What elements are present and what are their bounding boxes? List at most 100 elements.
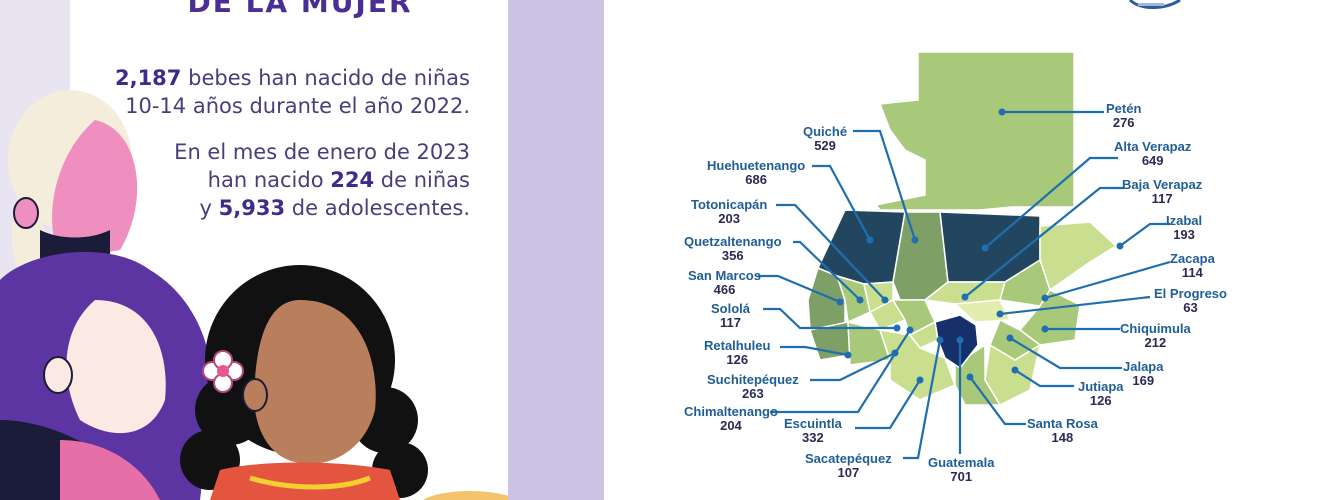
- leader-dot-zacapa: [1041, 294, 1049, 302]
- jan-teens-count: 5,933: [218, 196, 286, 220]
- face-pink: [52, 120, 138, 260]
- leader-dot-quiche: [911, 236, 919, 244]
- label-value-izabal: 193: [1173, 227, 1195, 242]
- leader-dot-chiquimula: [1041, 325, 1049, 333]
- label-value-san-marcos: 466: [713, 282, 736, 297]
- label-name-quiche: Quiché: [803, 124, 848, 139]
- leader-line-baja-verapaz: [964, 186, 1124, 298]
- label-name-san-marcos: San Marcos: [688, 268, 761, 283]
- label-name-solola: Sololá: [711, 301, 751, 316]
- label-value-jalapa: 169: [1132, 373, 1155, 388]
- leader-dot-san-marcos: [836, 298, 844, 306]
- leader-dot-jalapa: [1006, 334, 1014, 342]
- leader-dot-escuintla: [916, 376, 924, 384]
- january-2023-stat: En el mes de enero de 2023 han nacido 22…: [174, 140, 470, 220]
- leader-dot-quetzaltenango: [856, 296, 864, 304]
- label-el-progreso: El Progreso 63: [1154, 287, 1227, 315]
- label-huehuetenango: Huehuetenango 686: [707, 159, 805, 187]
- region-quetzaltenango: [835, 274, 871, 324]
- jan-girls-count: 224: [330, 168, 375, 192]
- leader-line-huehuetenango: [812, 164, 871, 241]
- leader-dot-huehuetenango: [866, 236, 874, 244]
- leader-dot-retalhuleu: [844, 351, 852, 359]
- leader-dot-baja-verapaz: [961, 293, 969, 301]
- leader-dot-alta-verapaz: [981, 244, 989, 252]
- births-count: 2,187: [114, 66, 182, 90]
- region-el-progreso: [953, 299, 1012, 323]
- label-value-huehuetenango: 686: [745, 172, 767, 187]
- label-name-retalhuleu: Retalhuleu: [704, 338, 771, 353]
- label-quetzaltenango: Quetzaltenango 356: [684, 235, 782, 263]
- leader-dot-jutiapa: [1011, 366, 1019, 374]
- leader-line-el-progreso: [999, 295, 1151, 316]
- label-value-el-progreso: 63: [1183, 300, 1198, 315]
- label-name-sacatepequez: Sacatepéquez: [805, 451, 892, 466]
- label-name-quetzaltenango: Quetzaltenango: [684, 234, 782, 249]
- label-name-guatemala: Guatemala: [928, 455, 995, 470]
- label-name-totonicapan: Totonicapán: [691, 197, 768, 212]
- leader-dot-peten: [998, 108, 1006, 116]
- leader-line-quetzaltenango: [793, 240, 861, 301]
- label-sacatepequez: Sacatepéquez 107: [805, 452, 892, 480]
- label-jutiapa: Jutiapa 126: [1078, 380, 1124, 408]
- leader-line-chimaltenango: [770, 329, 911, 414]
- label-name-huehuetenango: Huehuetenango: [707, 158, 806, 173]
- face-light: [66, 300, 166, 434]
- label-name-jalapa: Jalapa: [1123, 359, 1164, 374]
- label-value-santa-rosa: 148: [1051, 430, 1074, 445]
- leader-line-san-marcos: [758, 274, 841, 304]
- label-name-jutiapa: Jutiapa: [1078, 379, 1124, 394]
- leader-dot-santa-rosa: [966, 373, 974, 381]
- leader-line-zacapa: [1044, 260, 1171, 300]
- label-totonicapan: Totonicapán 203: [691, 198, 767, 226]
- label-value-alta-verapaz: 649: [1141, 153, 1164, 168]
- label-izabal: Izabal 193: [1166, 214, 1202, 242]
- leader-dot-solola: [893, 324, 901, 332]
- label-name-zacapa: Zacapa: [1170, 251, 1215, 266]
- label-name-alta-verapaz: Alta Verapaz: [1114, 139, 1192, 154]
- leader-dot-chimaltenango: [906, 326, 914, 334]
- label-value-retalhuleu: 126: [726, 352, 749, 367]
- label-value-chimaltenango: 204: [720, 418, 742, 433]
- label-guatemala: Guatemala 701: [928, 456, 994, 484]
- label-name-peten: Petén: [1106, 101, 1142, 116]
- label-name-baja-verapaz: Baja Verapaz: [1122, 177, 1203, 192]
- births-2022-stat: 2,187 bebes han nacido de niñas 10-14 añ…: [114, 66, 470, 118]
- label-value-solola: 117: [720, 315, 741, 330]
- label-name-chiquimula: Chiquimula: [1120, 321, 1191, 336]
- leader-line-alta-verapaz: [984, 156, 1118, 249]
- label-san-marcos: San Marcos 466: [688, 269, 761, 297]
- label-chiquimula: Chiquimula 212: [1120, 322, 1191, 350]
- label-value-peten: 276: [1112, 115, 1135, 130]
- face-brown: [254, 300, 376, 464]
- leader-line-santa-rosa: [969, 376, 1026, 426]
- label-value-chiquimula: 212: [1144, 335, 1167, 350]
- leader-dot-sacatepequez: [936, 336, 944, 344]
- label-quiche: Quiché 529: [803, 125, 847, 153]
- leader-line-totonicapan: [776, 203, 886, 301]
- leader-lines: [758, 110, 1171, 460]
- leader-line-retalhuleu: [780, 345, 849, 357]
- blouse: [210, 462, 400, 500]
- leader-line-quiche: [853, 129, 917, 241]
- label-value-quiche: 529: [814, 138, 836, 153]
- label-zacapa: Zacapa 114: [1170, 252, 1215, 280]
- leader-line-solola: [763, 307, 897, 330]
- label-value-guatemala: 701: [950, 469, 973, 484]
- leader-dot-el-progreso: [996, 310, 1004, 318]
- label-name-chimaltenango: Chimaltenango: [684, 404, 778, 419]
- label-alta-verapaz: Alta Verapaz 649: [1114, 140, 1191, 168]
- leader-dot-totonicapan: [881, 296, 889, 304]
- leader-line-suchitepequez: [810, 352, 896, 382]
- region-peten: [874, 51, 1075, 211]
- leader-line-sacatepequez: [903, 339, 942, 460]
- page-title: DE LA MUJER: [187, 0, 413, 19]
- leader-line-jalapa: [1009, 337, 1122, 370]
- label-name-escuintla: Escuintla: [784, 416, 842, 431]
- label-value-zacapa: 114: [1181, 265, 1203, 280]
- logo-icon: [1128, 0, 1181, 9]
- leader-dots: [836, 108, 1124, 384]
- label-name-santa-rosa: Santa Rosa: [1027, 416, 1098, 431]
- leader-dot-guatemala: [956, 336, 964, 344]
- leader-dot-suchitepequez: [891, 349, 899, 357]
